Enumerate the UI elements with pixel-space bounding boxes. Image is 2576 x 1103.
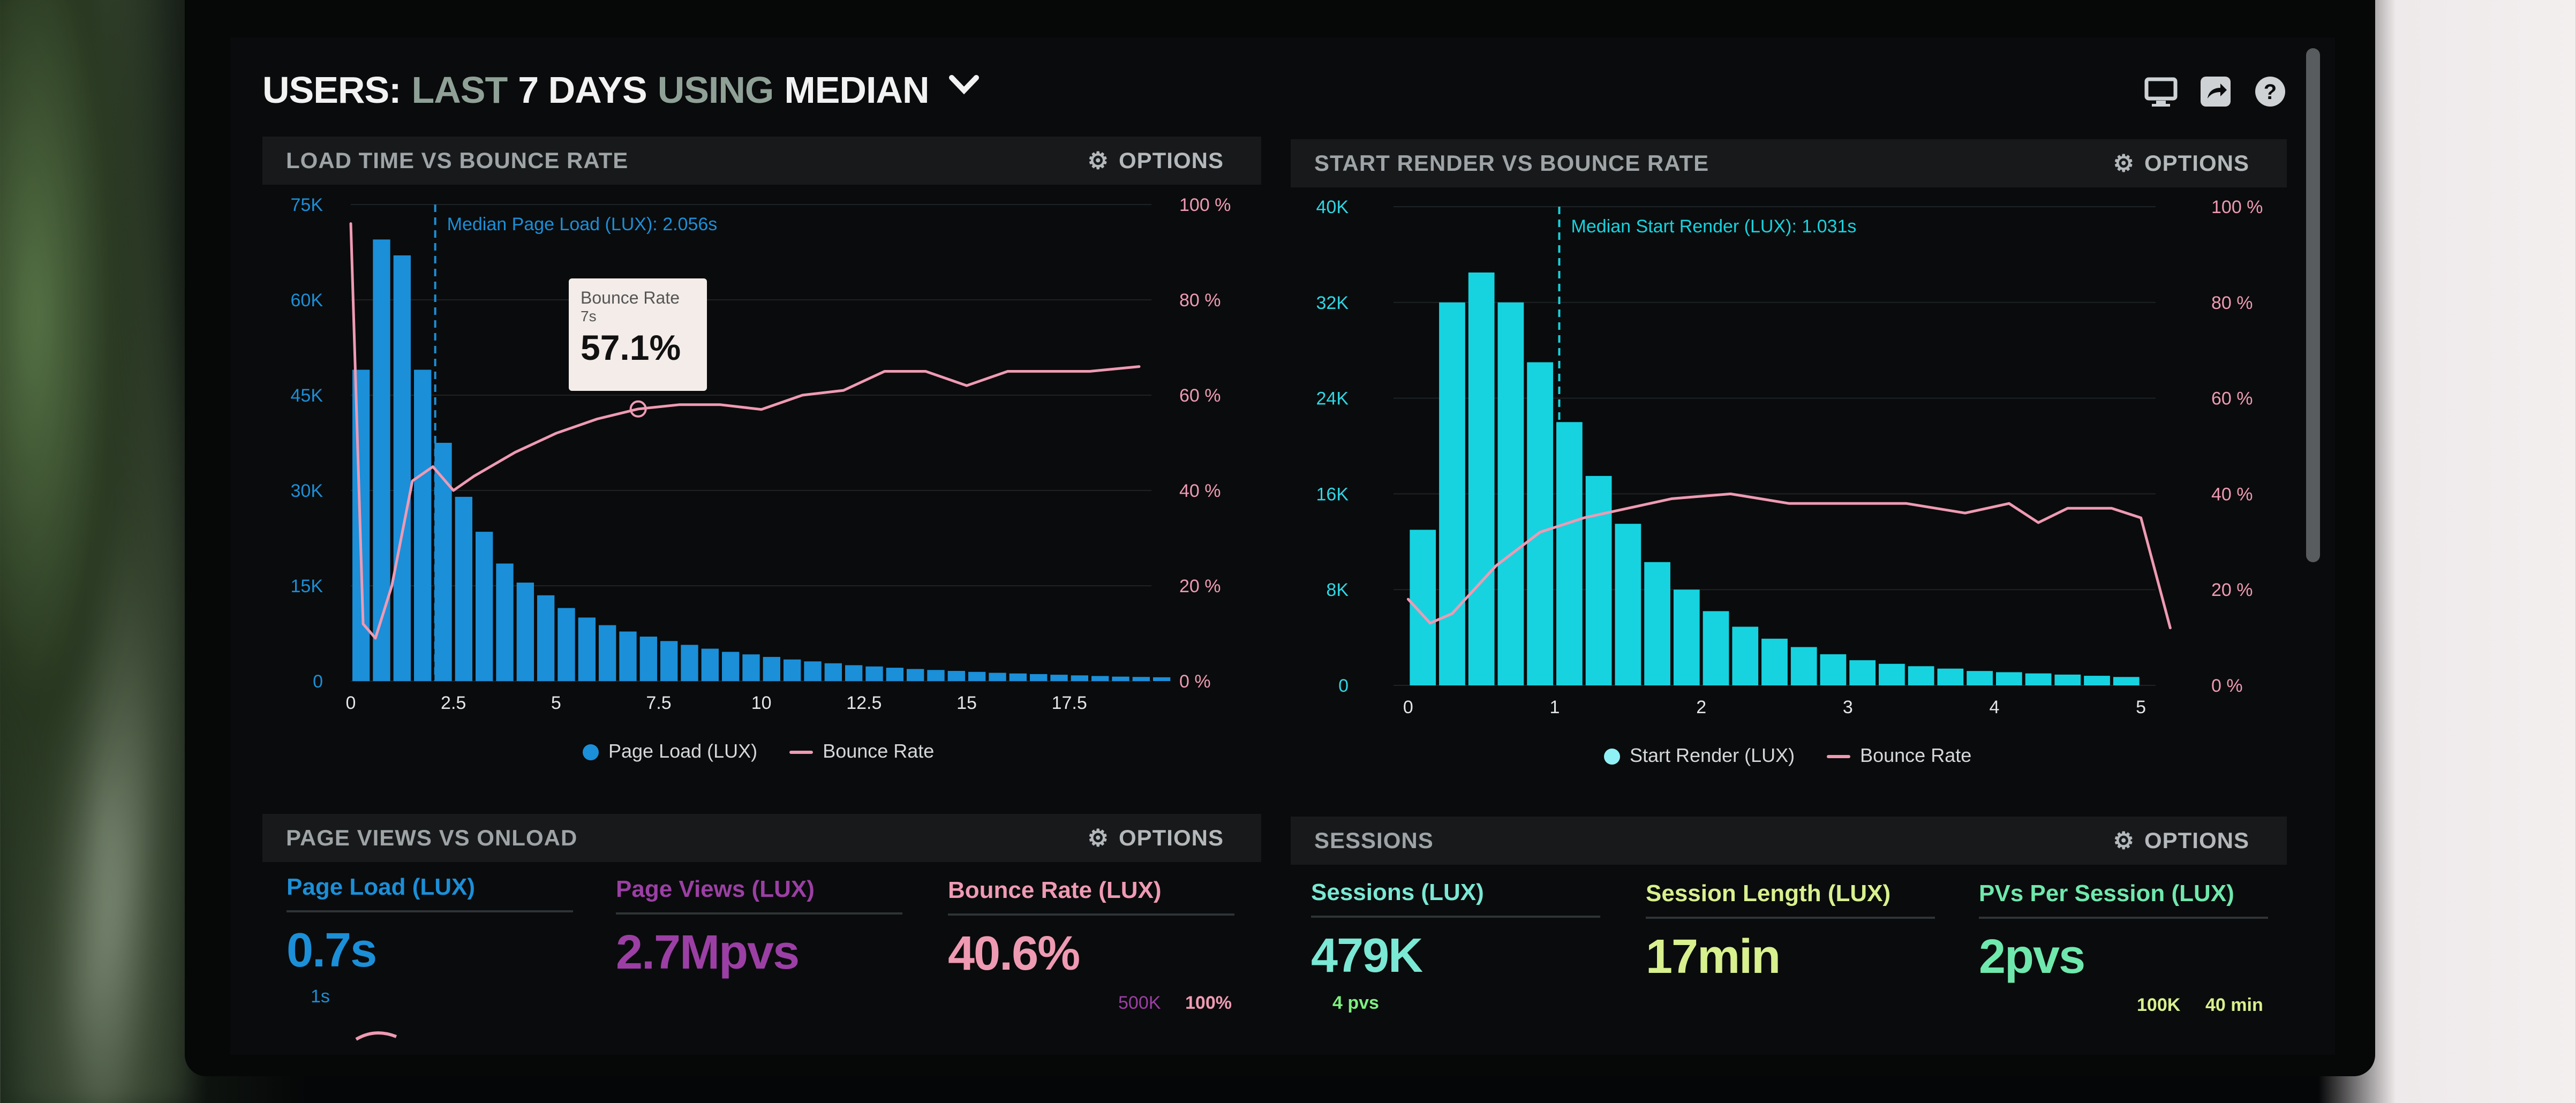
tooltip-value: 57.1%	[581, 328, 681, 367]
chart-tooltip: Bounce Rate 7s 57.1%	[569, 278, 707, 391]
share-icon[interactable]	[2199, 75, 2232, 108]
metric-label: Page Load (LUX)	[287, 874, 573, 912]
legend-label: Bounce Rate	[1860, 744, 1972, 766]
legend-swatch	[1604, 749, 1620, 765]
gear-icon: ⚙	[1087, 825, 1109, 851]
metric-value: 17min	[1646, 930, 1781, 984]
svg-text:?: ?	[2264, 80, 2277, 104]
legend-swatch	[1827, 755, 1851, 759]
legend-swatch	[583, 744, 599, 761]
panel-title: SESSIONS	[1314, 828, 1434, 853]
gear-icon: ⚙	[2113, 827, 2135, 854]
legend-label: Bounce Rate	[823, 740, 935, 762]
options-button[interactable]: ⚙ OPTIONS	[2113, 150, 2249, 177]
chevron-down-icon[interactable]	[948, 67, 980, 98]
background-plant	[0, 0, 193, 1103]
panel-title: LOAD TIME VS BOUNCE RATE	[286, 148, 629, 173]
load-panel-header: LOAD TIME VS BOUNCE RATE ⚙ OPTIONS	[262, 137, 1261, 185]
page-title: USERS: LAST 7 DAYS USING MEDIAN	[262, 63, 980, 117]
options-button[interactable]: ⚙ OPTIONS	[2113, 827, 2249, 855]
panel-title: PAGE VIEWS VS ONLOAD	[286, 825, 578, 850]
metric-label: Bounce Rate (LUX)	[948, 877, 1234, 916]
metric-label: Session Length (LUX)	[1646, 880, 1935, 919]
sparkline-axis-label: 100%	[1185, 993, 1232, 1013]
title-word: USERS:	[262, 69, 401, 111]
gear-icon: ⚙	[1087, 147, 1109, 174]
sparkline-axis-label: 100K	[2137, 995, 2181, 1015]
metric-sessions[interactable]: Sessions (LUX) 479K	[1311, 879, 1600, 984]
metric-value: 479K	[1311, 929, 1423, 983]
legend-item[interactable]: Start Render (LUX)	[1604, 744, 1795, 767]
sparkline-axis-label: 4 pvs	[1332, 993, 1379, 1013]
legend-item[interactable]: Page Load (LUX)	[583, 740, 757, 762]
title-word: LAST	[411, 69, 508, 111]
gear-icon: ⚙	[2113, 150, 2135, 177]
sparkline-axis-label: 1s	[311, 986, 330, 1007]
stat-method-dropdown[interactable]: MEDIAN	[784, 69, 929, 111]
sparkline-axis-label: 40 min	[2205, 995, 2263, 1015]
title-word: USING	[657, 69, 774, 111]
options-label: OPTIONS	[2144, 828, 2249, 853]
metric-value: 2pvs	[1979, 930, 2085, 984]
help-icon[interactable]: ?	[2254, 75, 2287, 108]
options-button[interactable]: ⚙ OPTIONS	[1088, 825, 1224, 852]
chart-legend: Start Render (LUX) Bounce Rate	[1604, 744, 1971, 767]
metric-label: Page Views (LUX)	[616, 876, 902, 915]
metric-value: 40.6%	[948, 927, 1080, 980]
metric-label: PVs Per Session (LUX)	[1979, 880, 2268, 919]
options-label: OPTIONS	[1118, 825, 1224, 850]
metric-value: 0.7s	[287, 924, 377, 977]
pageviews-panel-header: PAGE VIEWS VS ONLOAD ⚙ OPTIONS	[262, 814, 1261, 862]
metric-session-length[interactable]: Session Length (LUX) 17min	[1646, 880, 1935, 985]
metric-page-load[interactable]: Page Load (LUX) 0.7s	[287, 874, 573, 978]
legend-label: Page Load (LUX)	[608, 740, 758, 762]
chart-legend: Page Load (LUX) Bounce Rate	[583, 740, 934, 762]
monitor-icon[interactable]	[2144, 75, 2178, 108]
tooltip-label: Bounce Rate	[581, 288, 680, 307]
toolbar: ?	[2144, 75, 2287, 108]
legend-swatch	[789, 751, 814, 754]
panel-title: START RENDER VS BOUNCE RATE	[1314, 150, 1709, 176]
legend-item[interactable]: Bounce Rate	[789, 740, 934, 762]
metric-page-views[interactable]: Page Views (LUX) 2.7Mpvs	[616, 876, 902, 980]
options-label: OPTIONS	[1118, 148, 1224, 173]
metric-value: 2.7Mpvs	[616, 926, 800, 979]
metric-label: Sessions (LUX)	[1311, 879, 1600, 918]
sessions-panel-header: SESSIONS ⚙ OPTIONS	[1291, 817, 2287, 865]
options-label: OPTIONS	[2144, 150, 2249, 176]
metric-pvs-per-session[interactable]: PVs Per Session (LUX) 2pvs	[1979, 880, 2268, 985]
tooltip-sub: 7s	[581, 308, 597, 324]
title-word: 7 DAYS	[518, 69, 647, 111]
metric-bounce-rate[interactable]: Bounce Rate (LUX) 40.6%	[948, 877, 1234, 981]
render-panel-header: START RENDER VS BOUNCE RATE ⚙ OPTIONS	[1291, 139, 2287, 187]
legend-label: Start Render (LUX)	[1630, 744, 1795, 766]
scrollbar[interactable]	[2306, 48, 2320, 562]
legend-item[interactable]: Bounce Rate	[1827, 744, 1971, 767]
sparkline-axis-label: 500K	[1118, 993, 1161, 1013]
options-button[interactable]: ⚙ OPTIONS	[1088, 147, 1224, 175]
